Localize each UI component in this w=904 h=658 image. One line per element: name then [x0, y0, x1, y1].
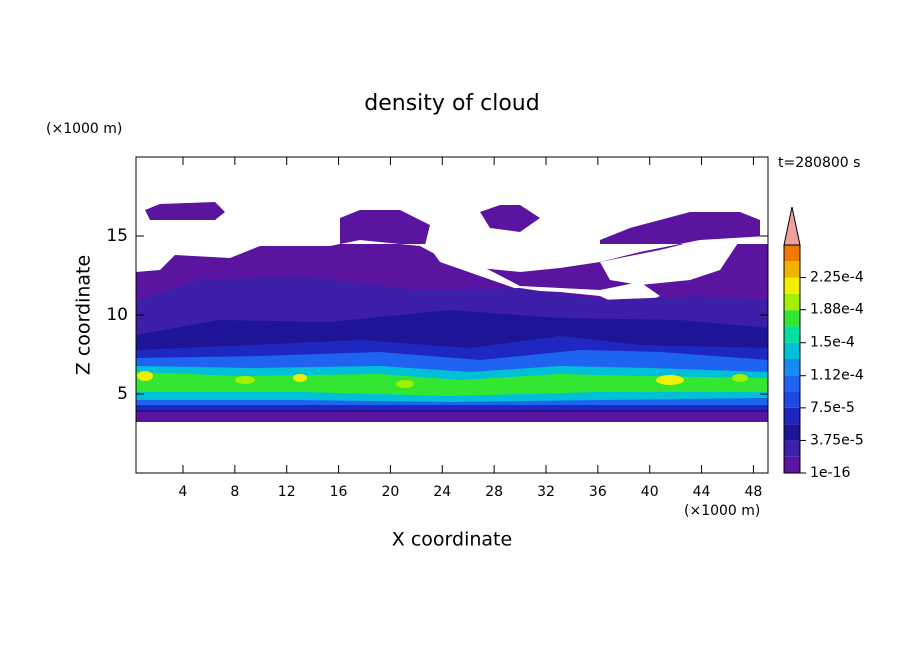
- colorbar-band: [784, 245, 800, 262]
- colorbar-label: 1.88e-4: [810, 302, 864, 318]
- colorbar-band: [784, 261, 800, 278]
- y-tick-label: 15: [106, 226, 128, 246]
- colorbar-band: [784, 310, 800, 327]
- x-tick-label: 16: [330, 484, 348, 500]
- colorbar-band: [784, 407, 800, 425]
- x-unit: (×1000 m): [684, 503, 760, 519]
- x-tick-label: 24: [433, 484, 451, 500]
- colorbar-band: [784, 391, 800, 408]
- colorbar-frame: [783, 244, 801, 474]
- y-tick-label: 10: [106, 305, 128, 325]
- x-tick-label: 8: [230, 484, 239, 500]
- colorbar-label: 7.5e-5: [810, 400, 855, 416]
- colorbar-label: 1e-16: [810, 465, 850, 481]
- colorbar-band: [784, 326, 800, 343]
- colorbar-extend: [783, 206, 801, 246]
- y-axis-label: Z coordinate: [73, 255, 95, 375]
- colorbar-band: [784, 375, 800, 392]
- colorbar-label: 3.75e-5: [810, 432, 864, 448]
- annotation: t=280800 s: [778, 155, 860, 171]
- y-tick-label: 5: [117, 384, 128, 404]
- colorbar-band: [784, 359, 800, 376]
- colorbar-band: [784, 293, 800, 311]
- colorbar-band: [784, 440, 800, 457]
- colorbar-band: [784, 342, 800, 359]
- x-tick-label: 44: [693, 484, 711, 500]
- x-tick-label: 20: [382, 484, 400, 500]
- x-tick-label: 12: [278, 484, 296, 500]
- x-tick-label: 32: [537, 484, 555, 500]
- x-tick-label: 48: [745, 484, 763, 500]
- colorbar-label: 1.12e-4: [810, 368, 864, 384]
- colorbar-band: [784, 424, 800, 441]
- colorbar-band: [784, 277, 800, 294]
- x-tick-label: 4: [179, 484, 188, 500]
- colorbar-label: 1.5e-4: [810, 335, 855, 351]
- chart-title: density of cloud: [364, 91, 539, 116]
- contour-field: [136, 202, 768, 422]
- x-tick-label: 36: [589, 484, 607, 500]
- x-axis-label: X coordinate: [392, 529, 512, 551]
- y-unit: (×1000 m): [46, 121, 122, 137]
- colorbar-band: [784, 456, 800, 473]
- x-tick-label: 28: [485, 484, 503, 500]
- colorbar-label: 2.25e-4: [810, 270, 864, 286]
- x-tick-label: 40: [641, 484, 659, 500]
